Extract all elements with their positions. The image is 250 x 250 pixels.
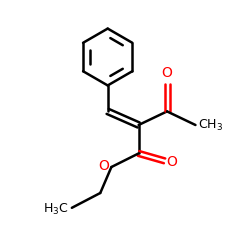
Text: O: O: [166, 155, 177, 169]
Text: O: O: [98, 159, 110, 173]
Text: O: O: [162, 66, 172, 80]
Text: H$_3$C: H$_3$C: [42, 202, 68, 216]
Text: CH$_3$: CH$_3$: [198, 118, 223, 132]
